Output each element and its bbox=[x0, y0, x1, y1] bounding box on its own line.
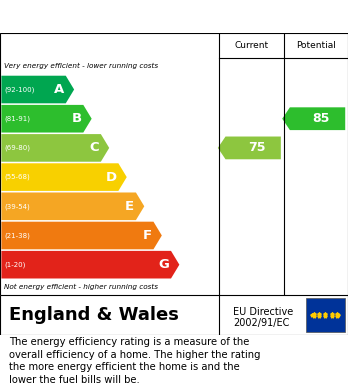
Text: (1-20): (1-20) bbox=[5, 262, 26, 268]
Polygon shape bbox=[1, 251, 179, 278]
Text: the more energy efficient the home is and the: the more energy efficient the home is an… bbox=[9, 362, 239, 372]
Polygon shape bbox=[1, 134, 109, 162]
Text: (55-68): (55-68) bbox=[5, 174, 31, 180]
Text: B: B bbox=[71, 112, 81, 125]
Polygon shape bbox=[1, 192, 144, 220]
Text: Potential: Potential bbox=[296, 41, 336, 50]
Text: D: D bbox=[105, 170, 117, 184]
Polygon shape bbox=[1, 163, 127, 191]
Text: (81-91): (81-91) bbox=[5, 115, 31, 122]
Polygon shape bbox=[282, 107, 345, 130]
Polygon shape bbox=[1, 76, 74, 103]
Text: F: F bbox=[143, 229, 152, 242]
Bar bbox=[306, 298, 345, 332]
Text: 75: 75 bbox=[248, 142, 266, 154]
Text: 85: 85 bbox=[313, 112, 330, 125]
Text: Not energy efficient - higher running costs: Not energy efficient - higher running co… bbox=[4, 284, 158, 290]
Polygon shape bbox=[1, 222, 162, 249]
Text: Very energy efficient - lower running costs: Very energy efficient - lower running co… bbox=[4, 63, 158, 70]
Text: England & Wales: England & Wales bbox=[9, 306, 179, 324]
Polygon shape bbox=[1, 105, 92, 133]
Text: EU Directive: EU Directive bbox=[233, 307, 293, 317]
Text: (92-100): (92-100) bbox=[5, 86, 35, 93]
Text: Current: Current bbox=[234, 41, 269, 50]
Text: (39-54): (39-54) bbox=[5, 203, 31, 210]
Text: C: C bbox=[89, 142, 99, 154]
Text: E: E bbox=[125, 200, 134, 213]
Text: A: A bbox=[54, 83, 64, 96]
Text: (69-80): (69-80) bbox=[5, 145, 31, 151]
Text: G: G bbox=[158, 258, 169, 271]
Text: lower the fuel bills will be.: lower the fuel bills will be. bbox=[9, 375, 140, 385]
Polygon shape bbox=[218, 136, 281, 159]
Text: (21-38): (21-38) bbox=[5, 232, 31, 239]
Text: The energy efficiency rating is a measure of the: The energy efficiency rating is a measur… bbox=[9, 337, 249, 348]
Text: overall efficiency of a home. The higher the rating: overall efficiency of a home. The higher… bbox=[9, 350, 260, 360]
Text: Energy Efficiency Rating: Energy Efficiency Rating bbox=[9, 9, 229, 24]
Text: 2002/91/EC: 2002/91/EC bbox=[233, 318, 290, 328]
